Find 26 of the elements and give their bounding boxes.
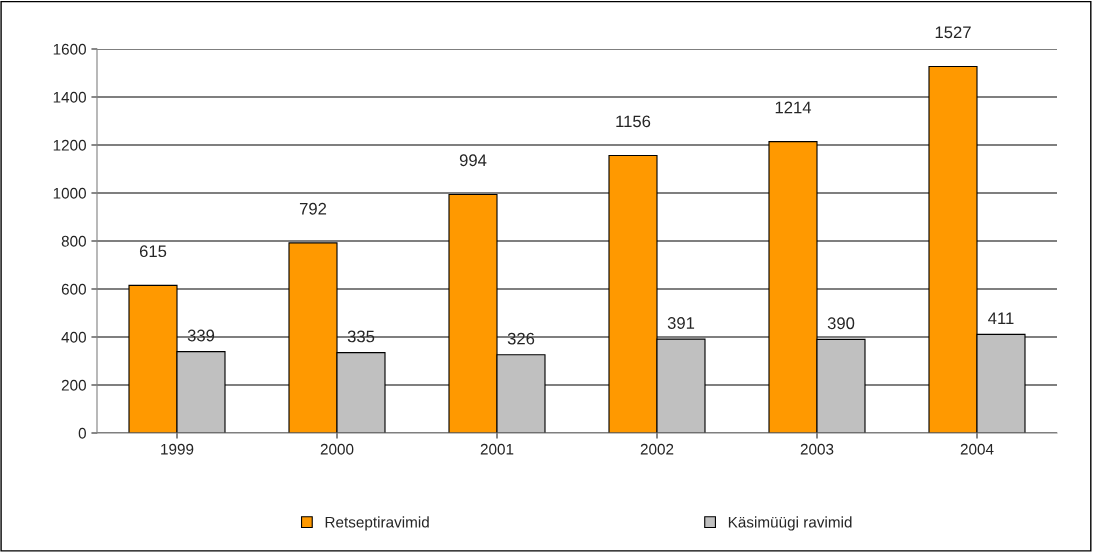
data-label: 1156 [616,115,651,128]
data-label: 994 [459,154,487,167]
x-tick-label: 2004 [960,443,994,455]
y-tick-label: 200 [61,379,86,391]
data-label: 391 [667,317,695,329]
y-tick-label: 600 [61,283,86,295]
y-tick-label: 800 [61,235,86,247]
data-label: 615 [139,245,167,258]
y-tick-label: 0 [78,427,86,439]
x-tick-label: 2002 [640,443,674,455]
legend-label: Käsimüügi ravimid [728,516,852,531]
y-tick-label: 1000 [53,187,86,199]
y-tick-label: 1200 [53,139,86,151]
data-label: 390 [827,317,855,330]
data-label: 411 [988,312,1014,324]
y-tick-label: 1400 [53,91,86,103]
data-label: 1214 [775,101,812,114]
legend-label: Retseptiravimid [325,516,429,531]
data-label: 792 [299,202,327,215]
x-tick-label: 1999 [161,443,194,455]
x-tick-label: 2000 [320,443,354,455]
x-tick-label: 2001 [480,443,514,455]
data-label: 1527 [935,26,971,39]
y-tick-label: 400 [61,331,86,343]
x-tick-label: 2003 [800,443,834,455]
y-tick-label: 1600 [53,43,86,55]
